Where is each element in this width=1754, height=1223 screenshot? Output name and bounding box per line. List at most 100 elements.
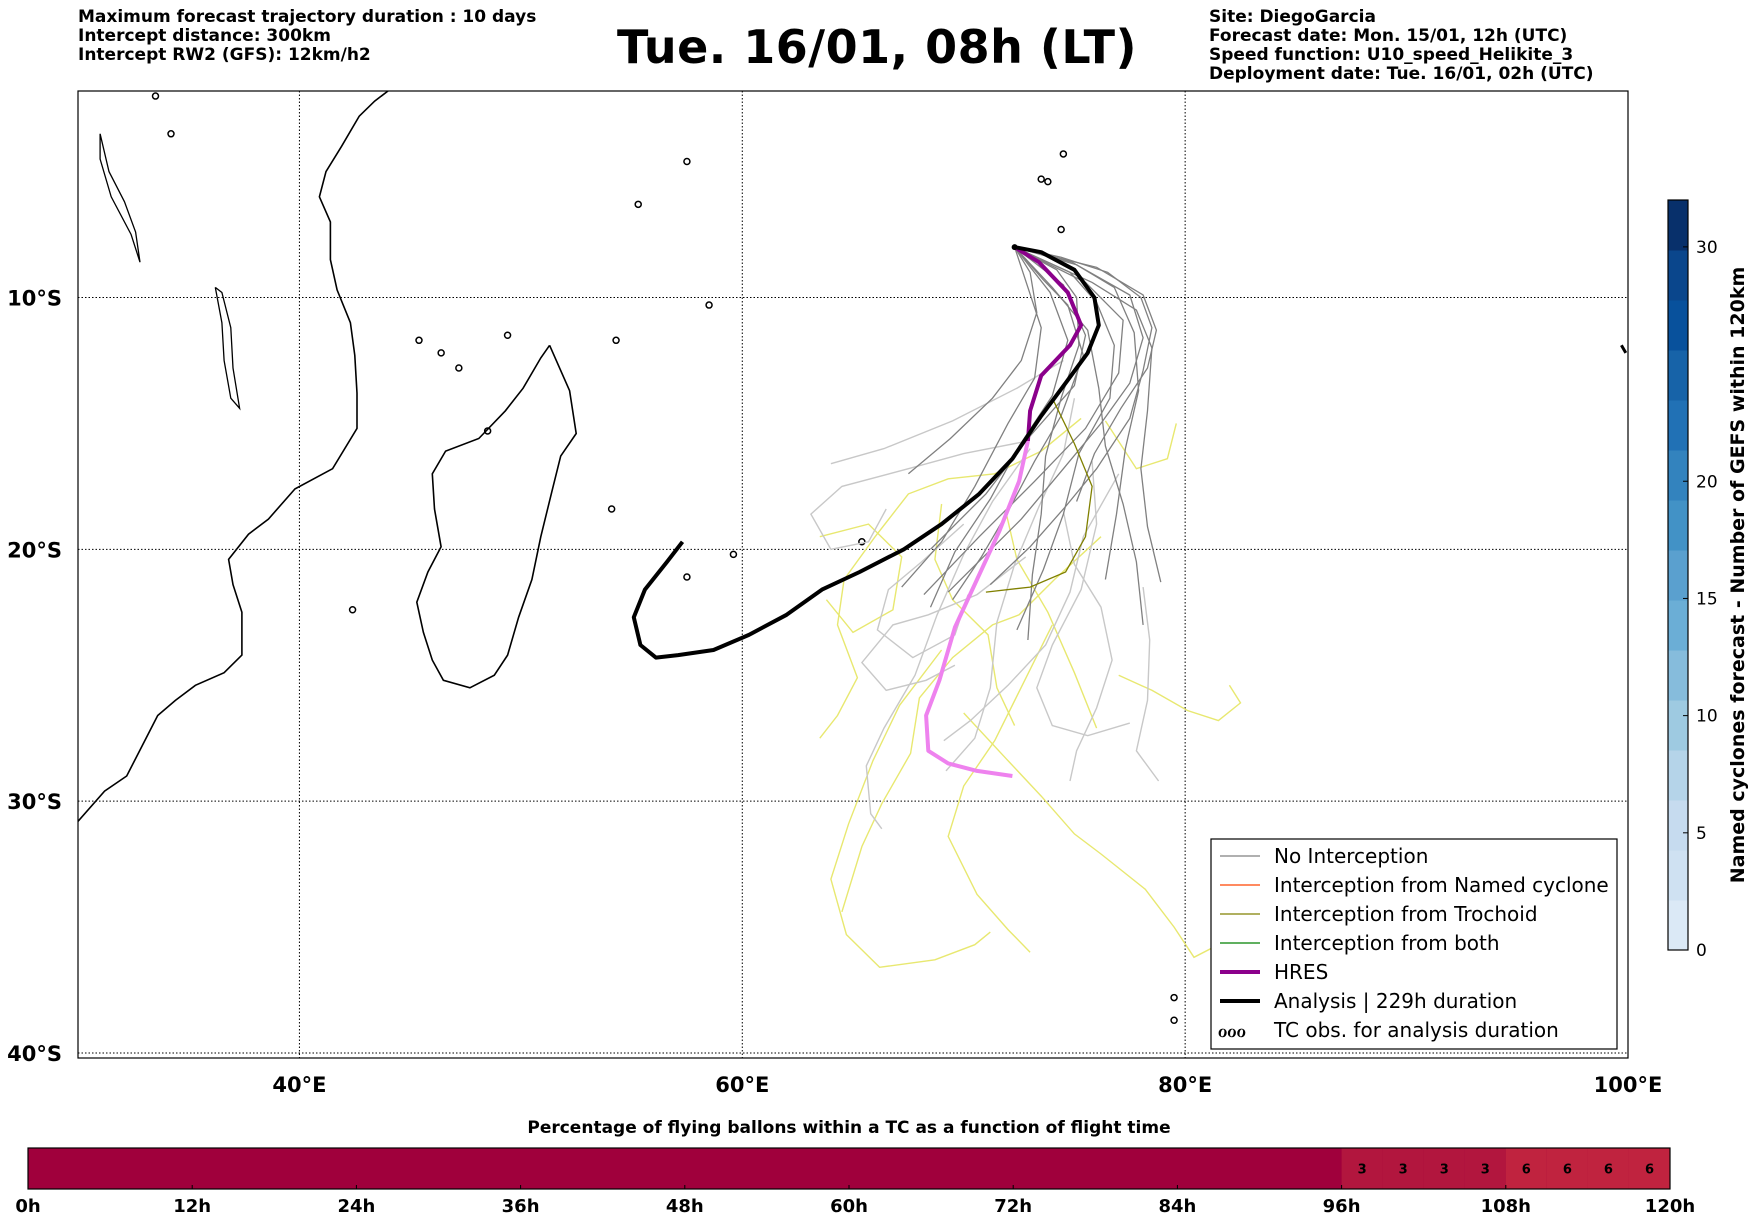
- island-outline: [683, 573, 691, 581]
- colorbar-tick-label: 15: [1696, 589, 1718, 609]
- island-outline: [705, 301, 713, 309]
- intercept-distance-text: Intercept distance: 300km: [78, 26, 331, 46]
- colorbar-segment: [1668, 800, 1688, 851]
- colorbar-segment: [1668, 650, 1688, 701]
- gefs-colorbar: 0 5 10 15 20 30 Named cyclones forecast - Numb…: [1667, 199, 1749, 961]
- madagascar-coastline: [415, 344, 578, 689]
- island-outline: [167, 130, 175, 138]
- colorbar-tick-label: 10: [1696, 707, 1718, 727]
- colorbar-label: Named cyclones forecast - Number of GEFS…: [1727, 267, 1749, 884]
- colorbar-tick-label: 30: [1696, 238, 1718, 258]
- no-interception-track: [1014, 246, 1162, 583]
- island-outline: [1059, 150, 1068, 158]
- flight-bar-tick-label: 48h: [666, 1196, 704, 1217]
- ensemble-track-yellow: [841, 536, 1102, 913]
- ensemble-track-light: [876, 523, 969, 659]
- flight-bar-cell: [1382, 1148, 1424, 1189]
- flight-bar-cell: [1464, 1148, 1506, 1189]
- lon-tick-label: 60°E: [715, 1073, 769, 1097]
- lon-tick-label: 100°E: [1594, 1073, 1663, 1097]
- flight-bar-cell: [1587, 1148, 1629, 1189]
- flight-bar-tick-label: 36h: [502, 1196, 540, 1217]
- lat-tick-label: 10°S: [7, 286, 62, 310]
- flight-bar-cell: [1423, 1148, 1465, 1189]
- colorbar-segment: [1668, 750, 1688, 801]
- forecast-date-text: Forecast date: Mon. 15/01, 12h (UTC): [1209, 26, 1568, 46]
- colorbar-segment: [1668, 900, 1688, 951]
- no-interception-track: [989, 246, 1153, 586]
- island-outline: [729, 550, 738, 559]
- flight-bar-cell-value: 3: [1481, 1163, 1490, 1178]
- legend-box: [1210, 838, 1618, 1050]
- colorbar-frame: [1667, 199, 1689, 951]
- island-outline: [415, 336, 423, 345]
- flight-bar-tick-label: 120h: [1645, 1196, 1695, 1217]
- island-outline: [1044, 177, 1052, 186]
- ensemble-track-yellow: [934, 503, 1016, 726]
- colorbar-tick-label: 0: [1696, 941, 1707, 961]
- ensemble-track-yellow: [830, 649, 991, 969]
- island-outline: [348, 606, 357, 614]
- header-right-info: Site: DiegoGarcia Forecast date: Mon. 15…: [1209, 8, 1594, 84]
- no-interception-track: [907, 246, 1038, 475]
- hres-track: [1013, 245, 1084, 442]
- axis-tick-labels: 10°S 20°S 30°S 40°S 40°E 60°E 80°E 100°E: [7, 286, 1662, 1097]
- island-outline: [455, 364, 463, 372]
- flight-bar-cell: [1505, 1148, 1547, 1189]
- colorbar-segment: [1668, 850, 1688, 901]
- ensemble-track-yellow: [1118, 674, 1242, 722]
- trochoid-interception-track: [985, 397, 1093, 593]
- legend-label: Interception from both: [1274, 931, 1500, 955]
- colorbar-segment: [1668, 250, 1688, 301]
- analysis-track: [631, 245, 1101, 660]
- colorbar-tick-label: 5: [1696, 824, 1707, 844]
- africa-coastline: [78, 91, 389, 822]
- flight-bar-tick-label: 0h: [15, 1196, 40, 1217]
- island-outline: [1170, 993, 1178, 1002]
- flight-bar-cell: [1628, 1148, 1670, 1189]
- colorbar-segment: [1668, 600, 1688, 651]
- no-interception-track: [1014, 246, 1115, 631]
- ensemble-track-yellow: [1005, 511, 1098, 729]
- island-outline: [1057, 225, 1065, 234]
- colorbar-segment: [1668, 700, 1688, 751]
- legend-label: Interception from Named cyclone: [1274, 873, 1609, 897]
- no-interception-track: [1014, 246, 1158, 502]
- island-outline: [858, 538, 866, 546]
- map-gridlines: [78, 91, 1628, 1058]
- island-outline: [607, 505, 616, 513]
- flight-bar-cell-value: 6: [1604, 1163, 1613, 1178]
- speed-function-text: Speed function: U10_speed_Helikite_3: [1209, 45, 1574, 65]
- colorbar-segment: [1668, 500, 1688, 551]
- lake-outline: [214, 286, 241, 411]
- island-outline: [151, 92, 160, 100]
- page-title: Tue. 16/01, 08h (LT): [617, 20, 1137, 74]
- colorbar-segment: [1668, 450, 1688, 501]
- ensemble-track-light: [810, 440, 1029, 551]
- flight-bar-tick-label: 24h: [337, 1196, 375, 1217]
- legend-label: No Interception: [1274, 844, 1428, 868]
- lake-outline: [99, 133, 141, 263]
- flight-bar-cell-value: 6: [1645, 1163, 1654, 1178]
- intercept-rw2-text: Intercept RW2 (GFS): 12km/h2: [78, 45, 371, 65]
- island-outline: [612, 336, 620, 345]
- trajectory-tracks: [631, 244, 1246, 969]
- island-outline: [1037, 175, 1045, 183]
- ensemble-track-yellow: [963, 712, 1246, 959]
- no-interception-track: [947, 246, 1144, 593]
- flight-time-bar: Percentage of flying ballons within a TC…: [15, 1118, 1695, 1217]
- flight-bar-cell-value: 6: [1563, 1163, 1572, 1178]
- flight-bar-cell-value: 3: [1399, 1163, 1408, 1178]
- flight-bar-tick-label: 108h: [1481, 1196, 1531, 1217]
- header-left-info: Maximum forecast trajectory duration : 1…: [78, 8, 536, 65]
- island-outline: [683, 157, 691, 166]
- ensemble-track-light: [865, 448, 1031, 830]
- max-duration-text: Maximum forecast trajectory duration : 1…: [78, 7, 537, 27]
- ensemble-track-light: [945, 398, 1076, 772]
- island-outline: [503, 331, 512, 340]
- legend: No Interception Interception from Named c…: [1210, 838, 1618, 1050]
- island-outline: [483, 427, 492, 435]
- island-outline: [1620, 344, 1628, 354]
- tc-obs-symbol-icon: ℴℴℴ: [1218, 1018, 1246, 1042]
